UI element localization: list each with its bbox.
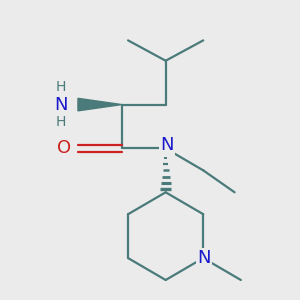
Text: O: O bbox=[57, 140, 71, 158]
Text: N: N bbox=[160, 136, 174, 154]
Text: H: H bbox=[56, 115, 66, 129]
Text: N: N bbox=[54, 96, 68, 114]
Text: H: H bbox=[56, 80, 66, 94]
Polygon shape bbox=[78, 98, 122, 111]
Text: N: N bbox=[197, 249, 211, 267]
